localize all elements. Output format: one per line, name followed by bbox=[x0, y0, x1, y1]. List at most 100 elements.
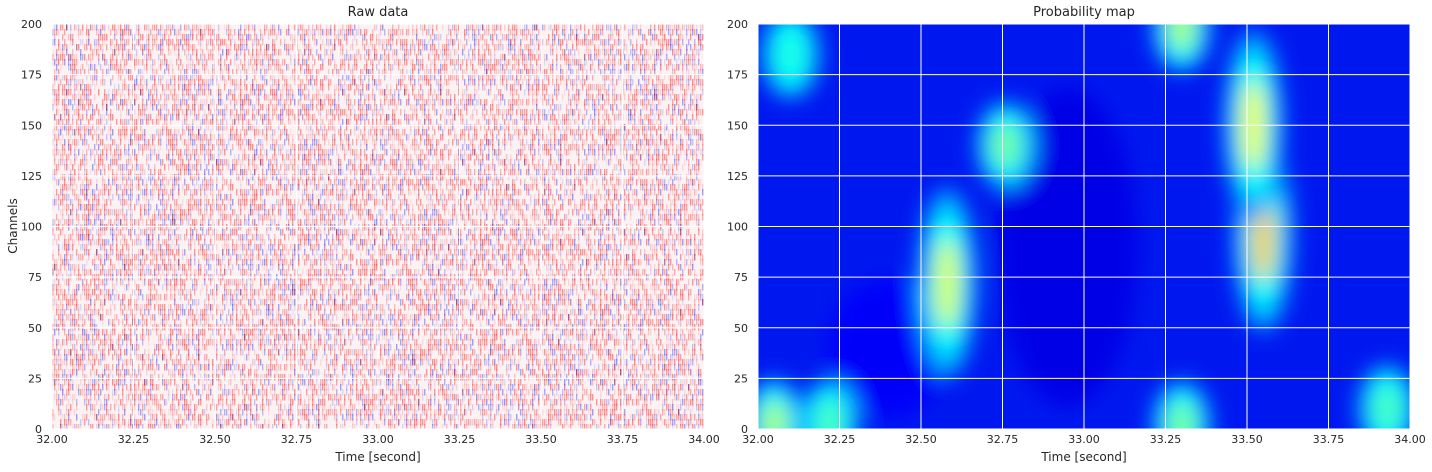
raster-stroke bbox=[188, 164, 190, 171]
raster-stroke bbox=[252, 154, 254, 161]
raster-stroke bbox=[82, 339, 84, 346]
raster-stroke bbox=[138, 234, 140, 241]
raster-stroke bbox=[126, 24, 128, 31]
raster-stroke bbox=[164, 334, 166, 341]
raster-stroke bbox=[132, 54, 134, 61]
raster-stroke bbox=[202, 384, 204, 391]
raster-stroke bbox=[92, 124, 94, 131]
raster-stroke bbox=[264, 74, 266, 81]
raster-stroke bbox=[82, 204, 84, 211]
raster-stroke bbox=[108, 264, 110, 271]
raster-stroke bbox=[204, 314, 206, 321]
raster-stroke bbox=[176, 224, 178, 231]
raster-stroke bbox=[240, 344, 242, 351]
raster-stroke bbox=[200, 59, 202, 66]
raster-stroke bbox=[126, 344, 128, 351]
raster-stroke bbox=[252, 164, 254, 171]
raster-stroke bbox=[250, 379, 252, 386]
raster-stroke bbox=[260, 89, 262, 96]
raster-stroke bbox=[130, 29, 132, 36]
raster-stroke bbox=[224, 334, 226, 341]
raster-stroke bbox=[102, 69, 104, 76]
raster-stroke bbox=[70, 219, 72, 226]
raster-stroke bbox=[82, 79, 84, 86]
raster-stroke bbox=[216, 89, 218, 96]
raster-stroke bbox=[102, 189, 104, 196]
raster-stroke bbox=[104, 204, 106, 211]
raster-stroke bbox=[76, 399, 78, 406]
raster-stroke bbox=[96, 44, 98, 51]
raster-stroke bbox=[114, 319, 116, 326]
raster-stroke bbox=[148, 49, 150, 56]
raster-stroke bbox=[254, 374, 256, 381]
raster-stroke bbox=[208, 244, 210, 251]
raster-stroke bbox=[172, 134, 174, 141]
raster-stroke bbox=[108, 164, 110, 171]
raster-stroke bbox=[210, 384, 212, 391]
raster-stroke bbox=[148, 399, 150, 406]
raster-stroke bbox=[56, 24, 58, 31]
raster-stroke bbox=[162, 219, 164, 226]
raster-stroke bbox=[84, 339, 86, 346]
raster-stroke bbox=[224, 289, 226, 296]
raster-stroke bbox=[160, 334, 162, 341]
raster-stroke bbox=[140, 374, 142, 381]
raster-stroke bbox=[76, 54, 78, 61]
raster-stroke bbox=[84, 159, 86, 166]
raster-stroke bbox=[122, 69, 124, 76]
raster-stroke bbox=[60, 259, 62, 266]
raster-stroke bbox=[88, 179, 90, 186]
raster-stroke bbox=[248, 34, 250, 41]
raster-stroke bbox=[260, 34, 262, 41]
raster-stroke bbox=[114, 84, 116, 91]
raster-stroke bbox=[186, 109, 188, 116]
raster-stroke bbox=[118, 249, 120, 256]
raster-stroke bbox=[112, 269, 114, 276]
raster-stroke bbox=[252, 234, 254, 241]
raster-stroke bbox=[64, 59, 66, 66]
raster-stroke bbox=[206, 254, 208, 261]
raster-stroke bbox=[244, 24, 246, 31]
raster-stroke bbox=[168, 344, 170, 351]
raster-stroke bbox=[58, 254, 60, 261]
raster-stroke bbox=[206, 179, 208, 186]
raster-stroke bbox=[62, 119, 64, 126]
raster-stroke bbox=[126, 314, 128, 321]
raster-stroke bbox=[124, 174, 126, 181]
raster-stroke bbox=[232, 369, 234, 376]
raster-stroke bbox=[240, 189, 242, 196]
raster-stroke bbox=[108, 24, 110, 31]
raster-stroke bbox=[226, 29, 228, 36]
raster-stroke bbox=[158, 264, 160, 271]
raster-stroke bbox=[242, 399, 244, 406]
raster-stroke bbox=[238, 389, 240, 396]
raster-stroke bbox=[208, 259, 210, 266]
raster-stroke bbox=[162, 39, 164, 46]
raster-stroke bbox=[70, 264, 72, 271]
raster-stroke bbox=[54, 319, 56, 326]
raster-stroke bbox=[246, 74, 248, 81]
raster-stroke bbox=[90, 424, 92, 429]
raster-stroke bbox=[240, 339, 242, 346]
raster-stroke bbox=[224, 384, 226, 391]
raster-stroke bbox=[216, 169, 218, 176]
raster-stroke bbox=[216, 424, 218, 429]
raster-stroke bbox=[234, 94, 236, 101]
raster-stroke bbox=[224, 409, 226, 416]
raster-stroke bbox=[180, 79, 182, 86]
raster-stroke bbox=[232, 89, 234, 96]
raster-stroke bbox=[244, 114, 246, 121]
raster-stroke bbox=[66, 119, 68, 126]
raster-stroke bbox=[144, 254, 146, 261]
raster-stroke bbox=[72, 379, 74, 386]
raster-stroke bbox=[244, 254, 246, 261]
raster-stroke bbox=[250, 419, 252, 426]
raster-stroke bbox=[102, 174, 104, 181]
raster-stroke bbox=[90, 49, 92, 56]
raster-stroke bbox=[122, 194, 124, 201]
raster-stroke bbox=[96, 194, 98, 201]
raster-stroke bbox=[194, 254, 196, 261]
raster-stroke bbox=[170, 369, 172, 376]
raster-stroke bbox=[90, 89, 92, 96]
raster-stroke bbox=[254, 289, 256, 296]
